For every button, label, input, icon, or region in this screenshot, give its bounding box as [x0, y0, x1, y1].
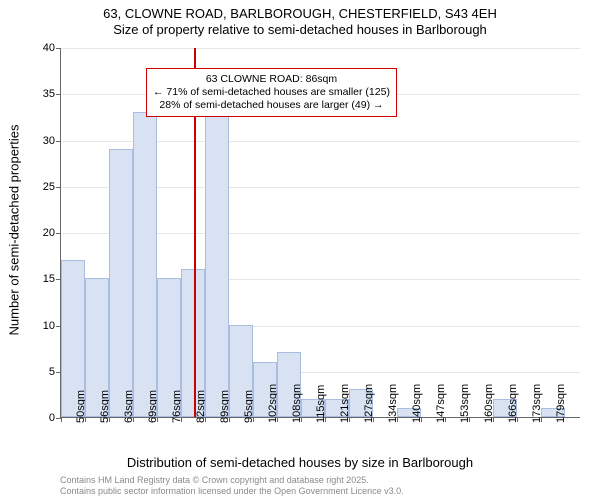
y-tick-label: 40: [43, 42, 55, 54]
x-tick-mark: [397, 417, 398, 422]
y-tick-label: 10: [43, 320, 55, 332]
histogram-bar: [205, 112, 229, 417]
x-tick-mark: [373, 417, 374, 422]
y-tick-label: 25: [43, 181, 55, 193]
x-tick-mark: [445, 417, 446, 422]
x-tick-mark: [469, 417, 470, 422]
y-tick-label: 35: [43, 88, 55, 100]
x-tick-label: 179sqm: [555, 384, 567, 423]
y-tick-mark: [56, 233, 61, 234]
y-tick-label: 30: [43, 135, 55, 147]
x-tick-mark: [421, 417, 422, 422]
annotation-box: 63 CLOWNE ROAD: 86sqm ← 71% of semi-deta…: [146, 68, 397, 117]
title-line-1: 63, CLOWNE ROAD, BARLBOROUGH, CHESTERFIE…: [0, 6, 600, 22]
footer-line-1: Contains HM Land Registry data © Crown c…: [60, 475, 404, 485]
x-tick-mark: [229, 417, 230, 422]
footer-line-2: Contains public sector information licen…: [60, 486, 404, 496]
x-tick-mark: [85, 417, 86, 422]
y-tick-label: 15: [43, 273, 55, 285]
annotation-line-3: 28% of semi-detached houses are larger (…: [153, 99, 390, 112]
x-tick-mark: [133, 417, 134, 422]
y-tick-mark: [56, 94, 61, 95]
x-tick-mark: [61, 417, 62, 422]
title-line-2: Size of property relative to semi-detach…: [0, 22, 600, 38]
x-tick-mark: [253, 417, 254, 422]
x-tick-mark: [349, 417, 350, 422]
y-tick-mark: [56, 141, 61, 142]
y-tick-mark: [56, 48, 61, 49]
y-tick-label: 0: [49, 412, 55, 424]
x-tick-mark: [493, 417, 494, 422]
x-axis-label: Distribution of semi-detached houses by …: [40, 455, 560, 470]
y-tick-label: 20: [43, 227, 55, 239]
x-tick-mark: [205, 417, 206, 422]
title-block: 63, CLOWNE ROAD, BARLBOROUGH, CHESTERFIE…: [0, 0, 600, 39]
chart-container: 63, CLOWNE ROAD, BARLBOROUGH, CHESTERFIE…: [0, 0, 600, 500]
y-axis-label: Number of semi-detached properties: [7, 125, 22, 336]
x-tick-mark: [541, 417, 542, 422]
plot-area: 051015202530354050sqm56sqm63sqm69sqm76sq…: [60, 48, 580, 418]
x-tick-mark: [277, 417, 278, 422]
x-tick-mark: [301, 417, 302, 422]
histogram-bar: [109, 149, 133, 417]
x-tick-mark: [181, 417, 182, 422]
x-tick-mark: [325, 417, 326, 422]
x-tick-mark: [157, 417, 158, 422]
y-tick-mark: [56, 187, 61, 188]
grid-line: [61, 48, 580, 49]
annotation-line-1: 63 CLOWNE ROAD: 86sqm: [153, 73, 390, 86]
histogram-bar: [133, 112, 157, 417]
x-tick-mark: [109, 417, 110, 422]
x-tick-mark: [517, 417, 518, 422]
y-tick-label: 5: [49, 366, 55, 378]
footer-attribution: Contains HM Land Registry data © Crown c…: [60, 475, 404, 496]
annotation-line-2: ← 71% of semi-detached houses are smalle…: [153, 86, 390, 99]
